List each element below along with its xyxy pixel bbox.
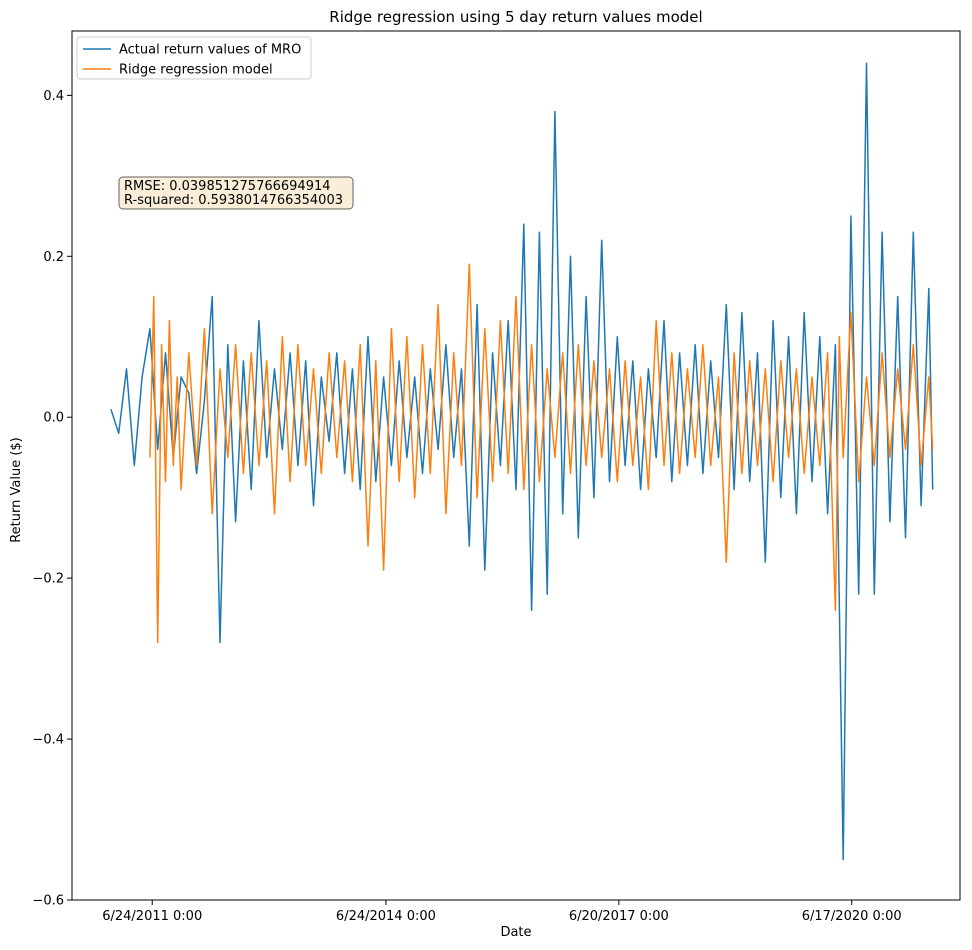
series-line-1 — [110, 62, 934, 861]
legend-label-1: Actual return values of MRO — [119, 43, 301, 58]
plot-area: −0.6 −0.4 −0.2 0.0 0.2 0.4 6/24/2011 0:00 6/24/… — [32, 30, 961, 924]
y-tick-label: −0.4 — [32, 733, 64, 748]
y-tick-label: −0.2 — [32, 572, 64, 587]
x-tick-label: 6/20/2017 0:00 — [569, 909, 669, 924]
legend-box — [76, 36, 312, 80]
x-tick-label: 6/24/2014 0:00 — [336, 909, 436, 924]
y-tick-label: 0.0 — [43, 411, 64, 426]
chart-title: Ridge regression using 5 day return valu… — [329, 8, 702, 26]
y-axis-title: Return Value ($) — [9, 437, 24, 543]
x-tick-label: 6/24/2011 0:00 — [102, 909, 202, 924]
legend-label-2: Ridge regression model — [119, 63, 273, 78]
series-line-2 — [149, 263, 934, 644]
x-axis-title: Date — [500, 925, 531, 940]
metrics-annotation-line-1: RMSE: 0.039851275766694914 — [124, 179, 331, 194]
y-tick-label: 0.2 — [43, 250, 64, 265]
y-tick-label: 0.4 — [43, 89, 64, 104]
x-tick-label: 6/17/2020 0:00 — [802, 909, 902, 924]
metrics-annotation-box — [118, 176, 354, 210]
y-tick-label: −0.6 — [32, 894, 64, 909]
axes-frame — [71, 30, 961, 901]
metrics-annotation-line-2: R-squared: 0.5938014766354003 — [124, 193, 343, 208]
